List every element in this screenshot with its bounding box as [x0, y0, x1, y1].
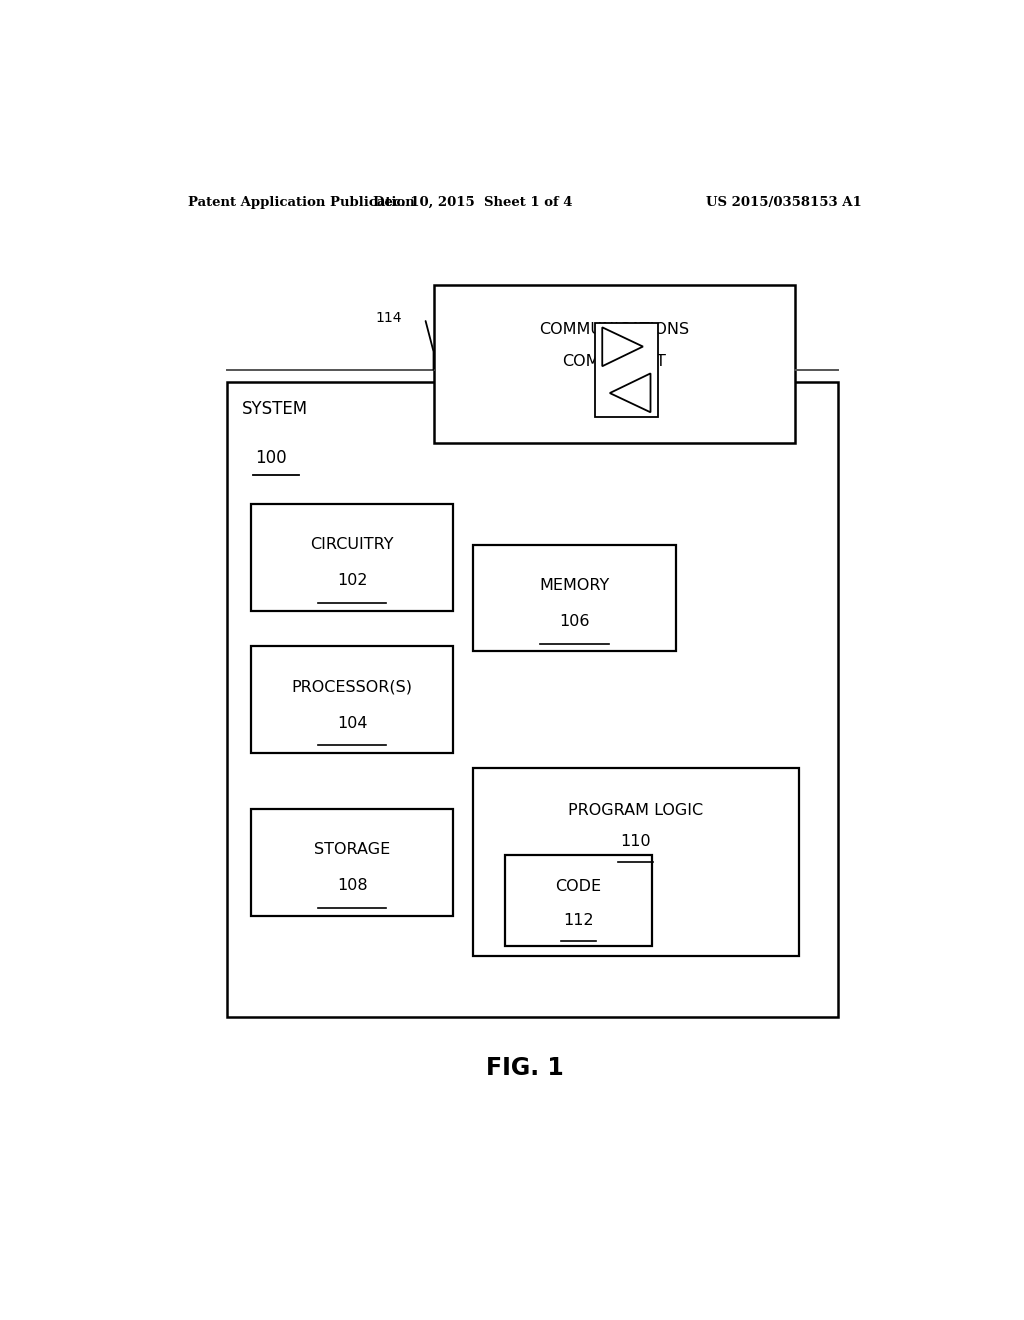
Bar	[227, 381, 839, 1018]
Text: 112: 112	[563, 913, 594, 928]
Text: FIG. 1: FIG. 1	[486, 1056, 563, 1080]
Text: 110: 110	[621, 834, 651, 849]
Text: Dec. 10, 2015  Sheet 1 of 4: Dec. 10, 2015 Sheet 1 of 4	[374, 195, 573, 209]
Text: 100: 100	[255, 449, 287, 467]
Bar	[433, 285, 795, 444]
Bar	[505, 854, 651, 946]
Text: MEMORY: MEMORY	[540, 578, 609, 593]
Text: PROGRAM LOGIC: PROGRAM LOGIC	[568, 804, 703, 818]
Text: STORAGE: STORAGE	[314, 842, 390, 857]
Bar	[251, 809, 454, 916]
Text: 114: 114	[375, 312, 401, 325]
Text: Patent Application Publication: Patent Application Publication	[187, 195, 415, 209]
Text: 108: 108	[337, 878, 368, 894]
Text: CIRCUITRY: CIRCUITRY	[310, 537, 394, 552]
Text: 104: 104	[337, 715, 368, 730]
Bar	[473, 545, 676, 651]
Text: CODE: CODE	[555, 879, 601, 894]
Text: 102: 102	[337, 573, 368, 589]
Text: 106: 106	[559, 614, 590, 628]
Text: COMPONENT: COMPONENT	[562, 354, 666, 368]
Bar	[251, 647, 454, 752]
Bar	[251, 504, 454, 611]
Text: US 2015/0358153 A1: US 2015/0358153 A1	[707, 195, 862, 209]
Text: PROCESSOR(S): PROCESSOR(S)	[292, 680, 413, 694]
Text: COMMUNICATIONS: COMMUNICATIONS	[539, 322, 689, 337]
Text: SYSTEM: SYSTEM	[242, 400, 307, 418]
Bar	[595, 323, 658, 417]
Bar	[473, 768, 799, 956]
